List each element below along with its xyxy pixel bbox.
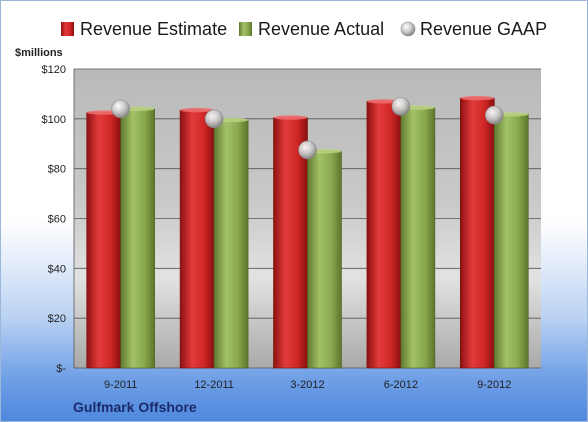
estimate-bar bbox=[273, 117, 308, 369]
y-axis-unit-label: $millions bbox=[15, 47, 63, 59]
estimate-bar bbox=[459, 97, 495, 369]
gaap-marker bbox=[391, 97, 411, 116]
y-tick-label: $20 bbox=[48, 313, 66, 325]
actual-bar bbox=[400, 107, 436, 369]
legend-label: Revenue Actual bbox=[258, 19, 384, 39]
gaap-marker bbox=[484, 105, 504, 125]
bars bbox=[86, 95, 529, 369]
estimate-bar bbox=[366, 101, 402, 369]
actual-bar bbox=[213, 119, 249, 369]
legend-swatch-actual bbox=[239, 22, 252, 36]
legend: Revenue Estimate Revenue Actual Revenue GA… bbox=[61, 19, 547, 39]
company-name: Gulfmark Offshore bbox=[73, 399, 197, 415]
x-tick-label: 9-2011 bbox=[104, 379, 137, 391]
estimate-bar bbox=[86, 112, 121, 369]
x-tick-label: 12-2011 bbox=[194, 379, 234, 391]
y-tick-label: $40 bbox=[48, 263, 66, 275]
x-axis: 9-2011 12-2011 3-2012 6-2012 9-2012 bbox=[104, 379, 511, 391]
y-tick-label: $100 bbox=[42, 114, 66, 126]
estimate-bar-top bbox=[366, 99, 401, 104]
legend-swatch-estimate bbox=[61, 22, 74, 36]
gaap-marker bbox=[111, 99, 130, 119]
actual-bar bbox=[493, 114, 529, 369]
x-tick-label: 3-2012 bbox=[290, 379, 324, 391]
legend-label: Revenue GAAP bbox=[420, 19, 547, 39]
legend-marker-gaap bbox=[400, 21, 416, 37]
y-tick-label: $- bbox=[56, 363, 66, 375]
y-tick-label: $120 bbox=[42, 64, 66, 76]
actual-bar bbox=[307, 150, 342, 369]
y-tick-label: $60 bbox=[48, 214, 66, 226]
gaap-marker bbox=[204, 109, 224, 129]
x-tick-label: 6-2012 bbox=[384, 379, 418, 391]
estimate-bar bbox=[179, 109, 215, 369]
gaap-marker bbox=[298, 140, 317, 160]
y-axis: $- $20 $40 $60 $80 $100 $120 bbox=[42, 64, 75, 375]
gaap-markers bbox=[111, 97, 504, 160]
estimate-bar-top bbox=[460, 95, 495, 101]
estimate-bar-top bbox=[180, 107, 215, 113]
x-tick-label: 9-2012 bbox=[477, 379, 511, 391]
legend-label: Revenue Estimate bbox=[80, 19, 227, 39]
actual-bar bbox=[120, 108, 155, 369]
estimate-bar-top bbox=[273, 115, 308, 120]
y-tick-label: $80 bbox=[48, 164, 66, 176]
